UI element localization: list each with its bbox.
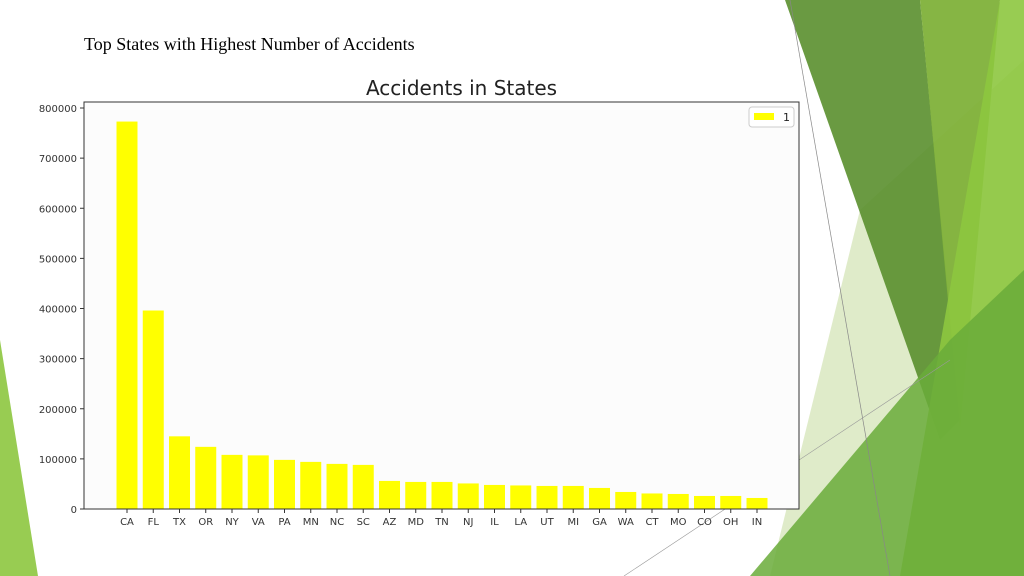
x-tick-label-fl: FL: [148, 517, 160, 528]
x-tick-label-nj: NJ: [463, 517, 473, 528]
x-tick-label-ga: GA: [592, 517, 607, 528]
x-tick-label-co: CO: [697, 517, 712, 528]
decor-line-1: [789, 0, 891, 576]
bar-fl: [142, 310, 164, 509]
y-tick-label: 100000: [39, 455, 77, 466]
x-tick-label-mi: MI: [567, 517, 579, 528]
bar-mi: [562, 485, 584, 509]
y-axis: 0 100000 200000 300000 400000 500000 600000 700…: [39, 104, 84, 516]
bar-oh: [720, 495, 742, 509]
x-tick-label-tn: TN: [434, 517, 449, 528]
y-tick-label: 300000: [39, 355, 77, 366]
y-tick-label: 200000: [39, 405, 77, 416]
bar-il: [484, 484, 505, 509]
legend[interactable]: 1: [748, 106, 795, 128]
bars-group: [116, 121, 768, 509]
bar-ca: [116, 121, 138, 509]
bar-tx: [169, 436, 190, 509]
x-tick-label-ct: CT: [645, 517, 659, 528]
x-tick-label-ny: NY: [225, 517, 239, 528]
x-tick-label-in: IN: [752, 517, 762, 528]
x-tick-label-la: LA: [514, 517, 527, 528]
decor-lower-band: [750, 270, 1024, 576]
decor-left-sliver: [0, 340, 38, 576]
bar-nc: [326, 463, 348, 509]
bar-or: [195, 446, 217, 509]
x-tick-label-il: IL: [490, 517, 499, 528]
x-axis: CA FL TX OR NY VA PA MN NC SC AZ MD TN NJ IL LA UT MI GA WA…: [120, 509, 762, 528]
bar-va: [247, 455, 269, 509]
plot-frame: [83, 101, 800, 510]
bar-mo: [667, 493, 689, 509]
bar-nj: [457, 483, 479, 509]
y-tick-label: 400000: [39, 305, 77, 316]
bar-la: [510, 485, 532, 509]
x-tick-label-ca: CA: [120, 517, 134, 528]
y-tick-label: 700000: [39, 154, 77, 165]
x-tick-label-oh: OH: [723, 517, 738, 528]
legend-label: 1: [783, 111, 790, 124]
slide-title: Top States with Highest Number of Accide…: [84, 34, 415, 54]
bar-wa: [615, 491, 637, 509]
x-tick-label-sc: SC: [357, 517, 370, 528]
x-tick-label-or: OR: [198, 517, 213, 528]
x-tick-label-nc: NC: [330, 517, 344, 528]
bar-tn: [431, 481, 453, 509]
bar-sc: [352, 464, 374, 509]
bar-in: [746, 497, 768, 509]
y-tick-label: 600000: [39, 204, 77, 215]
plot-area: [84, 102, 799, 509]
bar-ct: [641, 493, 663, 509]
bar-co: [694, 495, 715, 509]
x-tick-label-md: MD: [408, 517, 425, 528]
bar-ga: [589, 487, 610, 509]
x-tick-label-tx: TX: [172, 517, 186, 528]
y-tick-label: 500000: [39, 254, 77, 265]
x-tick-label-mo: MO: [670, 517, 687, 528]
bar-ut: [536, 485, 558, 509]
y-tick-label: 800000: [39, 104, 77, 115]
x-tick-label-va: VA: [252, 517, 265, 528]
x-tick-label-ut: UT: [540, 517, 554, 528]
chart-title: Accidents in States: [366, 76, 557, 100]
bar-az: [379, 480, 400, 509]
bar-pa: [274, 459, 295, 509]
decor-dark-band: [785, 0, 960, 440]
x-tick-label-az: AZ: [383, 517, 397, 528]
x-tick-label-wa: WA: [618, 517, 634, 528]
bar-mn: [300, 461, 322, 509]
bar-md: [405, 481, 427, 509]
x-tick-label-pa: PA: [278, 517, 290, 528]
bar-ny: [221, 454, 243, 509]
x-tick-label-mn: MN: [303, 517, 319, 528]
decor-mid-band: [920, 0, 1000, 430]
legend-swatch: [754, 113, 774, 120]
y-tick-label: 0: [71, 505, 77, 516]
